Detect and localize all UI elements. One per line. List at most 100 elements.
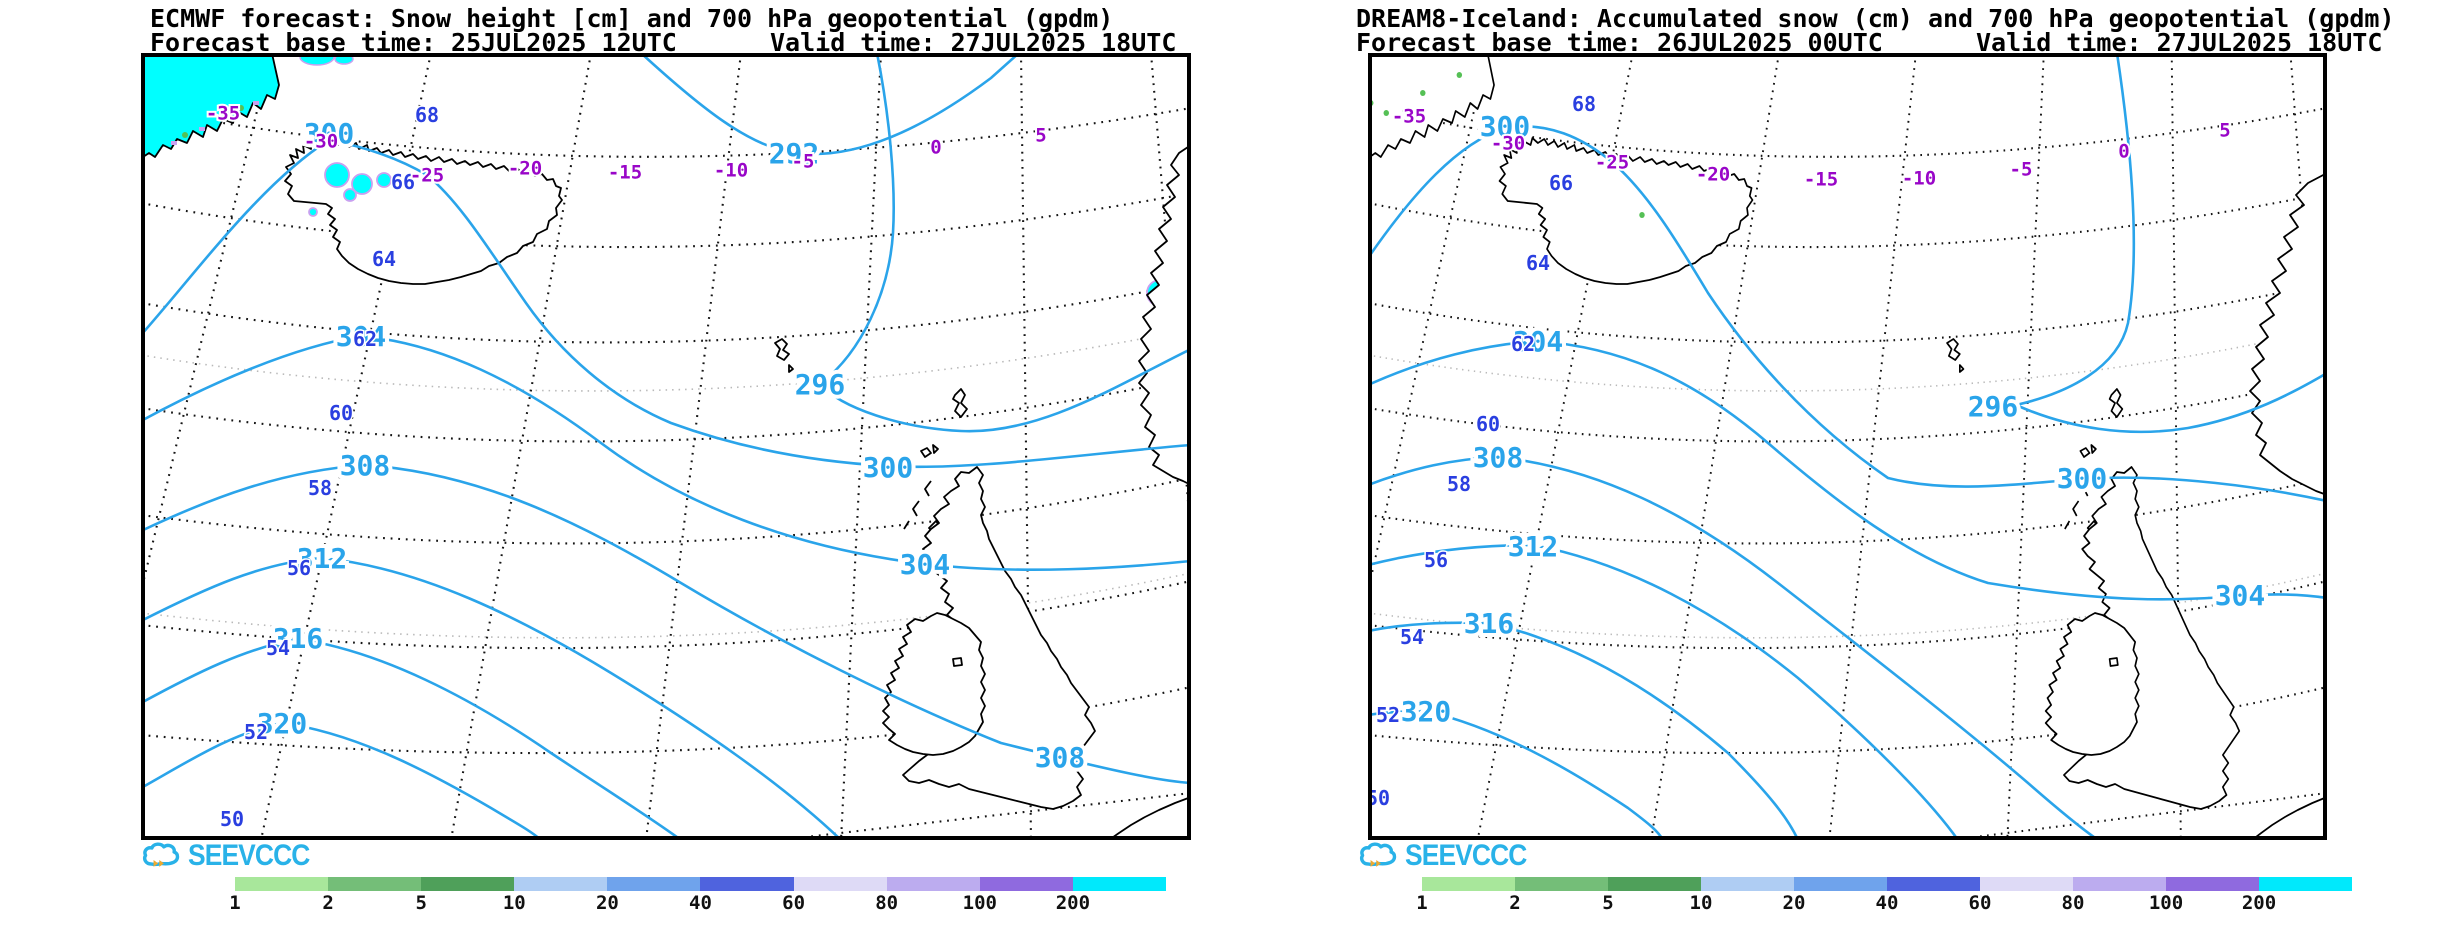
- geopotential-label: 304: [2215, 579, 2266, 612]
- latitude-label: 50: [220, 807, 244, 831]
- coastline-faroe: [774, 338, 794, 373]
- coastline-orkney: [2079, 444, 2097, 458]
- temperature-label: -10: [1902, 168, 1936, 190]
- temperature-label: -20: [508, 158, 542, 180]
- snow-patch: [343, 188, 357, 202]
- legend-segment: [1608, 877, 1701, 891]
- geopotential-label: 316: [273, 622, 324, 655]
- latitude-label: 56: [287, 556, 311, 580]
- legend-label: 40: [1875, 892, 1899, 914]
- graticule-meridian: [1828, 53, 1917, 840]
- geopotential-label-group: 292 300 296 304 308 312 316 320 300 304 308: [253, 113, 1090, 778]
- geopotential-label: 312: [1508, 530, 1559, 563]
- legend-label: 20: [595, 892, 619, 914]
- seevccc-logo: SEEVCCC: [1358, 839, 1543, 873]
- temperature-label: -20: [1696, 164, 1730, 186]
- geopotential-label: 312: [297, 542, 348, 575]
- temperature-label: -15: [1804, 169, 1838, 191]
- temperature-label: -15: [608, 162, 642, 184]
- latitude-label-group: 68 66 64 62 60 58 56 54 52 50: [218, 102, 440, 833]
- map-border: [1368, 53, 2327, 840]
- coastline-lough: [2108, 657, 2119, 667]
- coastline-iceland: [284, 137, 563, 285]
- green-speck: [1639, 212, 1645, 218]
- legend-segment: [607, 877, 701, 891]
- latitude-label: 52: [1376, 703, 1400, 727]
- contour-line: [1368, 339, 2327, 601]
- temperature-label-group: -35 -30 -25 -20 -15 -10 -5 0 5: [1390, 104, 2233, 193]
- green-speck: [1402, 108, 1409, 114]
- geopotential-label: 304: [900, 548, 951, 581]
- contour-line: [1368, 455, 2100, 840]
- snow-fringe: [171, 141, 177, 145]
- legend-segment: [514, 877, 608, 891]
- valid-time: Valid time: 27JUL2025 18UTC: [770, 28, 1177, 57]
- legend-segment: [886, 877, 980, 891]
- coastline-norway: [1138, 144, 1191, 486]
- contour-line: [141, 463, 1191, 785]
- contour-line: [1368, 621, 1800, 840]
- legend-segment: [1422, 877, 1515, 891]
- legend-label: 20: [1782, 892, 1806, 914]
- temperature-label-group: -35 -30 -25 -20 -15 -10 -5 0 5: [204, 101, 1049, 189]
- temperature-label: -30: [1491, 133, 1525, 155]
- coastline-ireland: [2044, 612, 2140, 756]
- snow-fringe: [199, 127, 205, 131]
- legend-bar: 1 2 5 10 20 40 60 80 100 200: [1416, 877, 2352, 914]
- contour-line: [1368, 543, 1960, 840]
- forecast-base-time: Forecast base time: 26JUL2025 00UTC: [1356, 28, 1883, 57]
- temperature-label: 5: [2219, 120, 2230, 142]
- legend-label: 10: [1689, 892, 1713, 914]
- forecast-base-time: Forecast base time: 25JUL2025 12UTC: [150, 28, 677, 57]
- snow-patch: [376, 172, 392, 188]
- contour-line: [141, 138, 1191, 469]
- geopotential-contours: [141, 53, 1191, 840]
- geopotential-contours: [1368, 53, 2327, 840]
- coastline-shetland: [2108, 388, 2124, 418]
- green-speck: [1383, 110, 1390, 116]
- green-speck: [1456, 72, 1463, 78]
- temperature-label: 0: [2118, 141, 2129, 163]
- latitude-label: 62: [1511, 332, 1535, 356]
- legend-segment: [1980, 877, 2073, 891]
- legend-segment: [1887, 877, 1980, 891]
- graticule-parallel-minor: [141, 328, 1191, 392]
- legend-bar: 1 2 5 10 20 40 60 80 100 200: [229, 877, 1166, 914]
- coastline-norway: [2249, 172, 2327, 496]
- legend-segment: [1701, 877, 1794, 891]
- temperature-label: -30: [304, 131, 338, 153]
- coastline-shetland: [952, 388, 968, 418]
- legend-segment: [235, 877, 329, 891]
- valid-time: Valid time: 27JUL2025 18UTC: [1976, 28, 2383, 57]
- coastline-ireland: [882, 612, 986, 756]
- graticule-parallel: [141, 579, 1191, 650]
- latitude-label: 56: [1424, 548, 1448, 572]
- temperature-label: 0: [930, 137, 941, 159]
- coastline-orkney: [920, 444, 939, 458]
- latitude-label: 68: [1572, 92, 1596, 116]
- latitude-label: 64: [372, 247, 396, 271]
- legend-segment: [1072, 877, 1166, 891]
- graticule-parallel: [141, 685, 1191, 755]
- snow-patch: [351, 173, 373, 195]
- graticule-meridian: [644, 53, 743, 840]
- map-border: [141, 53, 1191, 840]
- snow-patch: [308, 207, 318, 217]
- geopotential-label: 300: [2057, 462, 2108, 495]
- geopotential-label: 308: [1035, 741, 1086, 774]
- geopotential-label: 304: [1513, 325, 1564, 358]
- chevron-right-icon: [153, 860, 164, 867]
- temperature-label: -10: [714, 160, 748, 182]
- geopotential-label: 320: [1401, 695, 1452, 728]
- geopotential-label: 300: [1480, 110, 1531, 143]
- contour-line: [141, 334, 1191, 572]
- cloud-icon: [1359, 842, 1397, 867]
- geopotential-label: 300: [304, 117, 355, 150]
- latitude-label: 54: [266, 636, 290, 660]
- legend-segment: [421, 877, 515, 891]
- legend-label: 5: [415, 892, 427, 914]
- contour-line: [141, 556, 843, 840]
- legend-label: 10: [502, 892, 526, 914]
- logo-text: SEEVCCC: [1405, 839, 1527, 872]
